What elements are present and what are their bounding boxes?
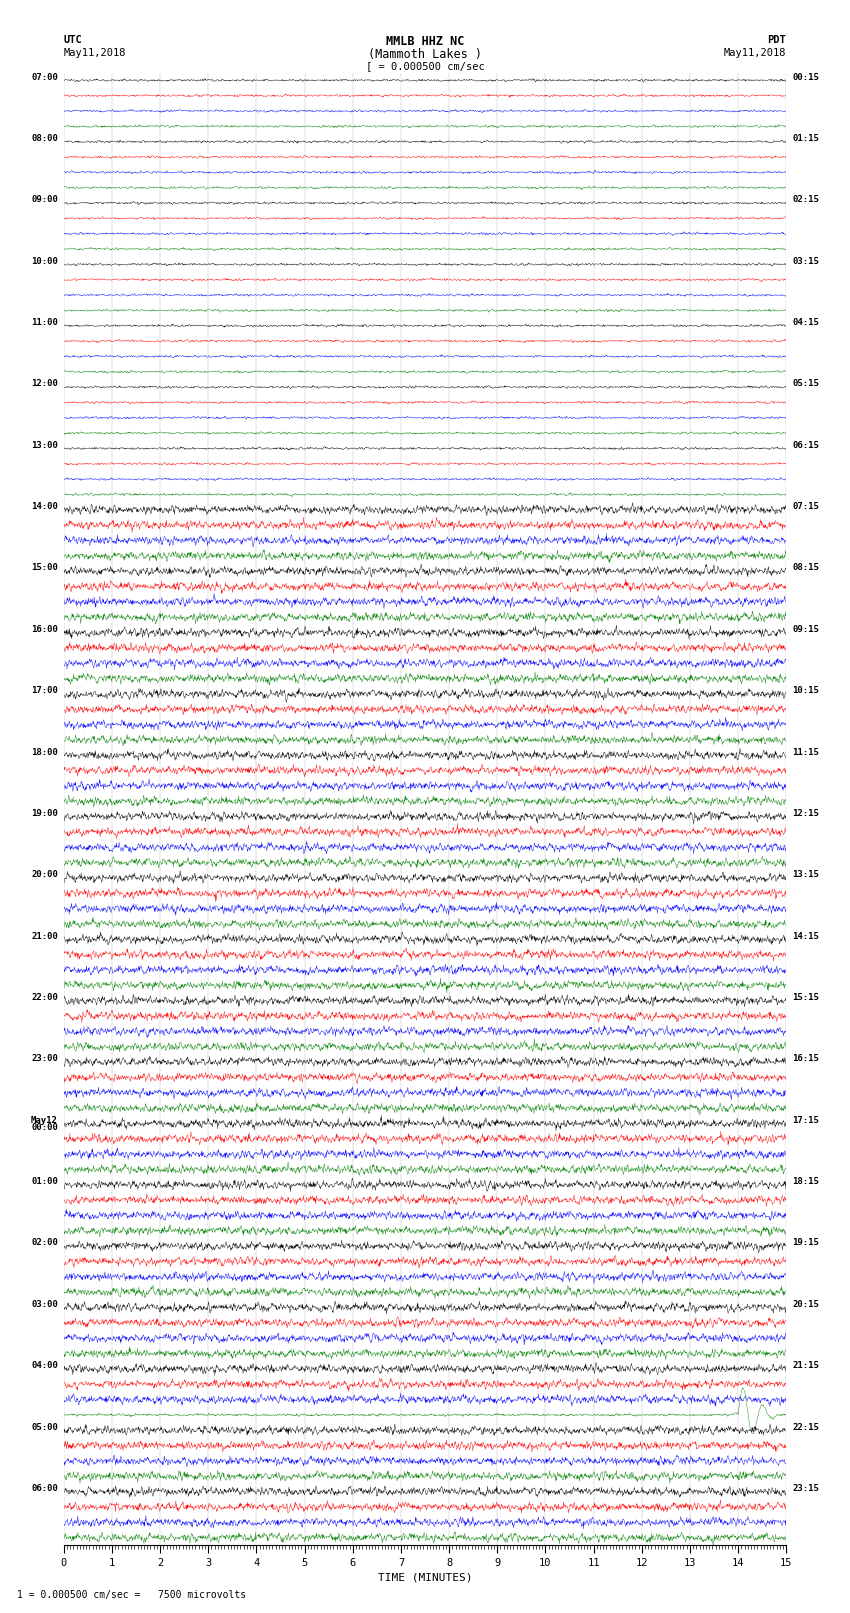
Text: 07:15: 07:15 [792, 502, 819, 511]
Text: UTC: UTC [64, 35, 82, 45]
Text: 09:00: 09:00 [31, 195, 58, 205]
Text: 04:15: 04:15 [792, 318, 819, 327]
Text: 03:15: 03:15 [792, 256, 819, 266]
Text: 05:15: 05:15 [792, 379, 819, 389]
Text: 08:00: 08:00 [31, 134, 58, 144]
Text: 01:00: 01:00 [31, 1177, 58, 1186]
Text: 22:15: 22:15 [792, 1423, 819, 1431]
Text: 23:15: 23:15 [792, 1484, 819, 1494]
Text: 06:00: 06:00 [31, 1484, 58, 1494]
Text: May11,2018: May11,2018 [64, 48, 127, 58]
Text: 12:15: 12:15 [792, 810, 819, 818]
Text: 00:00: 00:00 [31, 1123, 58, 1132]
Text: 00:15: 00:15 [792, 73, 819, 82]
Text: 20:00: 20:00 [31, 871, 58, 879]
Text: [ = 0.000500 cm/sec: [ = 0.000500 cm/sec [366, 61, 484, 71]
Text: 12:00: 12:00 [31, 379, 58, 389]
Text: May11,2018: May11,2018 [723, 48, 786, 58]
Text: 18:15: 18:15 [792, 1177, 819, 1186]
Text: 17:00: 17:00 [31, 686, 58, 695]
Text: 05:00: 05:00 [31, 1423, 58, 1431]
Text: 22:00: 22:00 [31, 994, 58, 1002]
Text: 15:00: 15:00 [31, 563, 58, 573]
Text: 19:00: 19:00 [31, 810, 58, 818]
Text: 21:00: 21:00 [31, 932, 58, 940]
Text: 04:00: 04:00 [31, 1361, 58, 1369]
Text: 06:15: 06:15 [792, 440, 819, 450]
Text: 15:15: 15:15 [792, 994, 819, 1002]
Text: 03:00: 03:00 [31, 1300, 58, 1308]
Text: 02:00: 02:00 [31, 1239, 58, 1247]
Text: May12: May12 [31, 1116, 58, 1124]
Text: 14:15: 14:15 [792, 932, 819, 940]
Text: 10:15: 10:15 [792, 686, 819, 695]
Text: 11:15: 11:15 [792, 747, 819, 756]
Text: (Mammoth Lakes ): (Mammoth Lakes ) [368, 48, 482, 61]
Text: 09:15: 09:15 [792, 624, 819, 634]
X-axis label: TIME (MINUTES): TIME (MINUTES) [377, 1573, 473, 1582]
Text: 10:00: 10:00 [31, 256, 58, 266]
Text: 17:15: 17:15 [792, 1116, 819, 1124]
Text: 02:15: 02:15 [792, 195, 819, 205]
Text: 11:00: 11:00 [31, 318, 58, 327]
Text: 19:15: 19:15 [792, 1239, 819, 1247]
Text: 23:00: 23:00 [31, 1055, 58, 1063]
Text: 16:00: 16:00 [31, 624, 58, 634]
Text: 21:15: 21:15 [792, 1361, 819, 1369]
Text: 1 = 0.000500 cm/sec =   7500 microvolts: 1 = 0.000500 cm/sec = 7500 microvolts [17, 1590, 246, 1600]
Text: 20:15: 20:15 [792, 1300, 819, 1308]
Text: 08:15: 08:15 [792, 563, 819, 573]
Text: PDT: PDT [768, 35, 786, 45]
Text: 13:00: 13:00 [31, 440, 58, 450]
Text: 01:15: 01:15 [792, 134, 819, 144]
Text: MMLB HHZ NC: MMLB HHZ NC [386, 35, 464, 48]
Text: 16:15: 16:15 [792, 1055, 819, 1063]
Text: 07:00: 07:00 [31, 73, 58, 82]
Text: 13:15: 13:15 [792, 871, 819, 879]
Text: 18:00: 18:00 [31, 747, 58, 756]
Text: 14:00: 14:00 [31, 502, 58, 511]
